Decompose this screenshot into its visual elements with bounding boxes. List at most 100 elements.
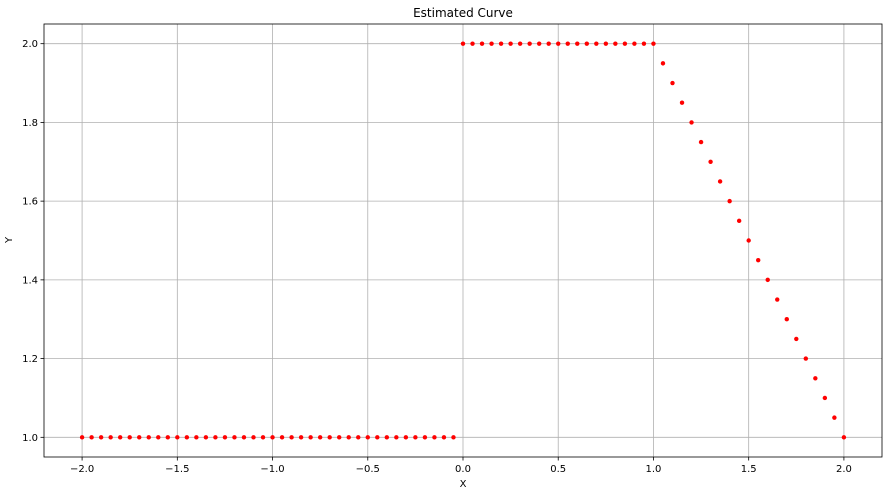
- y-tick-label: 1.4: [22, 275, 38, 286]
- x-tick-label: −1.5: [165, 464, 189, 475]
- x-tick-label: −2.0: [70, 464, 94, 475]
- data-point: [717, 179, 723, 184]
- data-point: [841, 435, 847, 440]
- data-point: [670, 80, 675, 86]
- data-point: [803, 356, 809, 361]
- data-point: [651, 41, 656, 46]
- data-point: [175, 435, 180, 440]
- data-point: [622, 41, 628, 46]
- data-point: [508, 41, 513, 46]
- data-point: [746, 238, 751, 243]
- data-point: [337, 435, 342, 440]
- data-point: [117, 435, 123, 440]
- data-point: [575, 41, 580, 46]
- x-tick-label: −1.0: [260, 464, 284, 475]
- data-point: [432, 435, 437, 440]
- data-point: [603, 41, 609, 46]
- data-point: [279, 435, 285, 440]
- data-points: [79, 41, 847, 440]
- data-point: [584, 41, 589, 46]
- data-point: [165, 435, 170, 440]
- data-point: [489, 41, 494, 46]
- y-axis-label: Y: [4, 236, 15, 244]
- data-point: [736, 218, 742, 224]
- data-point: [79, 435, 85, 440]
- x-tick-label: 1.0: [646, 464, 662, 475]
- data-point: [222, 435, 228, 440]
- data-point: [517, 41, 523, 46]
- x-tick-label: 2.0: [836, 464, 852, 475]
- data-point: [213, 435, 218, 440]
- y-tick-label: 1.6: [22, 197, 38, 208]
- y-tick-label: 2.0: [22, 39, 38, 50]
- data-point: [708, 159, 713, 164]
- data-point: [298, 435, 304, 440]
- data-point: [289, 435, 294, 440]
- data-point: [403, 435, 409, 440]
- data-point: [108, 435, 113, 440]
- data-point: [413, 435, 418, 440]
- data-point: [156, 435, 161, 440]
- data-point: [98, 435, 104, 440]
- x-tick-label: 0.5: [550, 464, 566, 475]
- data-point: [346, 435, 351, 440]
- data-point: [556, 41, 561, 46]
- x-axis-label: X: [460, 479, 467, 490]
- data-point: [460, 41, 466, 46]
- x-tick-label: 1.5: [741, 464, 757, 475]
- data-point: [536, 41, 542, 46]
- data-point: [641, 41, 647, 46]
- data-point: [822, 395, 828, 401]
- plot-frame: [43, 23, 883, 458]
- data-point: [194, 435, 199, 440]
- data-point: [632, 41, 637, 46]
- data-point: [756, 257, 761, 263]
- data-point: [498, 41, 504, 46]
- data-point: [270, 435, 275, 440]
- data-point: [527, 41, 532, 46]
- data-point: [689, 120, 694, 125]
- data-point: [356, 435, 361, 440]
- data-point: [394, 435, 399, 440]
- y-tick-label: 1.8: [22, 118, 38, 129]
- data-point: [613, 41, 618, 46]
- data-point: [89, 435, 94, 440]
- data-point: [813, 376, 818, 381]
- data-point: [441, 435, 447, 440]
- data-point: [775, 297, 780, 302]
- grid-lines: [44, 24, 882, 457]
- data-point: [422, 435, 428, 440]
- data-point: [184, 435, 190, 440]
- data-point: [241, 435, 247, 440]
- data-point: [232, 435, 237, 440]
- data-point: [784, 317, 789, 322]
- data-point: [375, 435, 380, 440]
- data-point: [451, 435, 456, 440]
- data-point: [479, 41, 485, 46]
- y-tick-label: 1.0: [22, 433, 38, 444]
- data-point: [660, 61, 666, 66]
- data-point: [727, 198, 732, 204]
- data-point: [260, 435, 266, 440]
- data-point: [565, 41, 570, 46]
- data-point: [203, 435, 209, 440]
- data-point: [127, 435, 132, 440]
- data-point: [251, 435, 256, 440]
- data-point: [765, 277, 770, 283]
- y-tick-label: 1.2: [22, 354, 38, 365]
- data-point: [832, 415, 837, 420]
- data-point: [470, 41, 475, 46]
- data-point: [137, 435, 142, 440]
- data-point: [308, 435, 313, 440]
- data-point: [546, 41, 551, 46]
- data-point: [794, 336, 799, 342]
- x-tick-label: 0.0: [455, 464, 471, 475]
- chart-title: Estimated Curve: [413, 6, 513, 20]
- data-point: [317, 435, 323, 440]
- x-tick-label: −0.5: [356, 464, 380, 475]
- data-point: [146, 435, 151, 440]
- axis-ticks: −2.0 −1.5 −1.0 −0.5 0.0 0.5 1.0 1.5 2.0 1.0 1.2 1.4…: [22, 39, 852, 475]
- data-point: [384, 435, 390, 440]
- data-point: [594, 41, 599, 46]
